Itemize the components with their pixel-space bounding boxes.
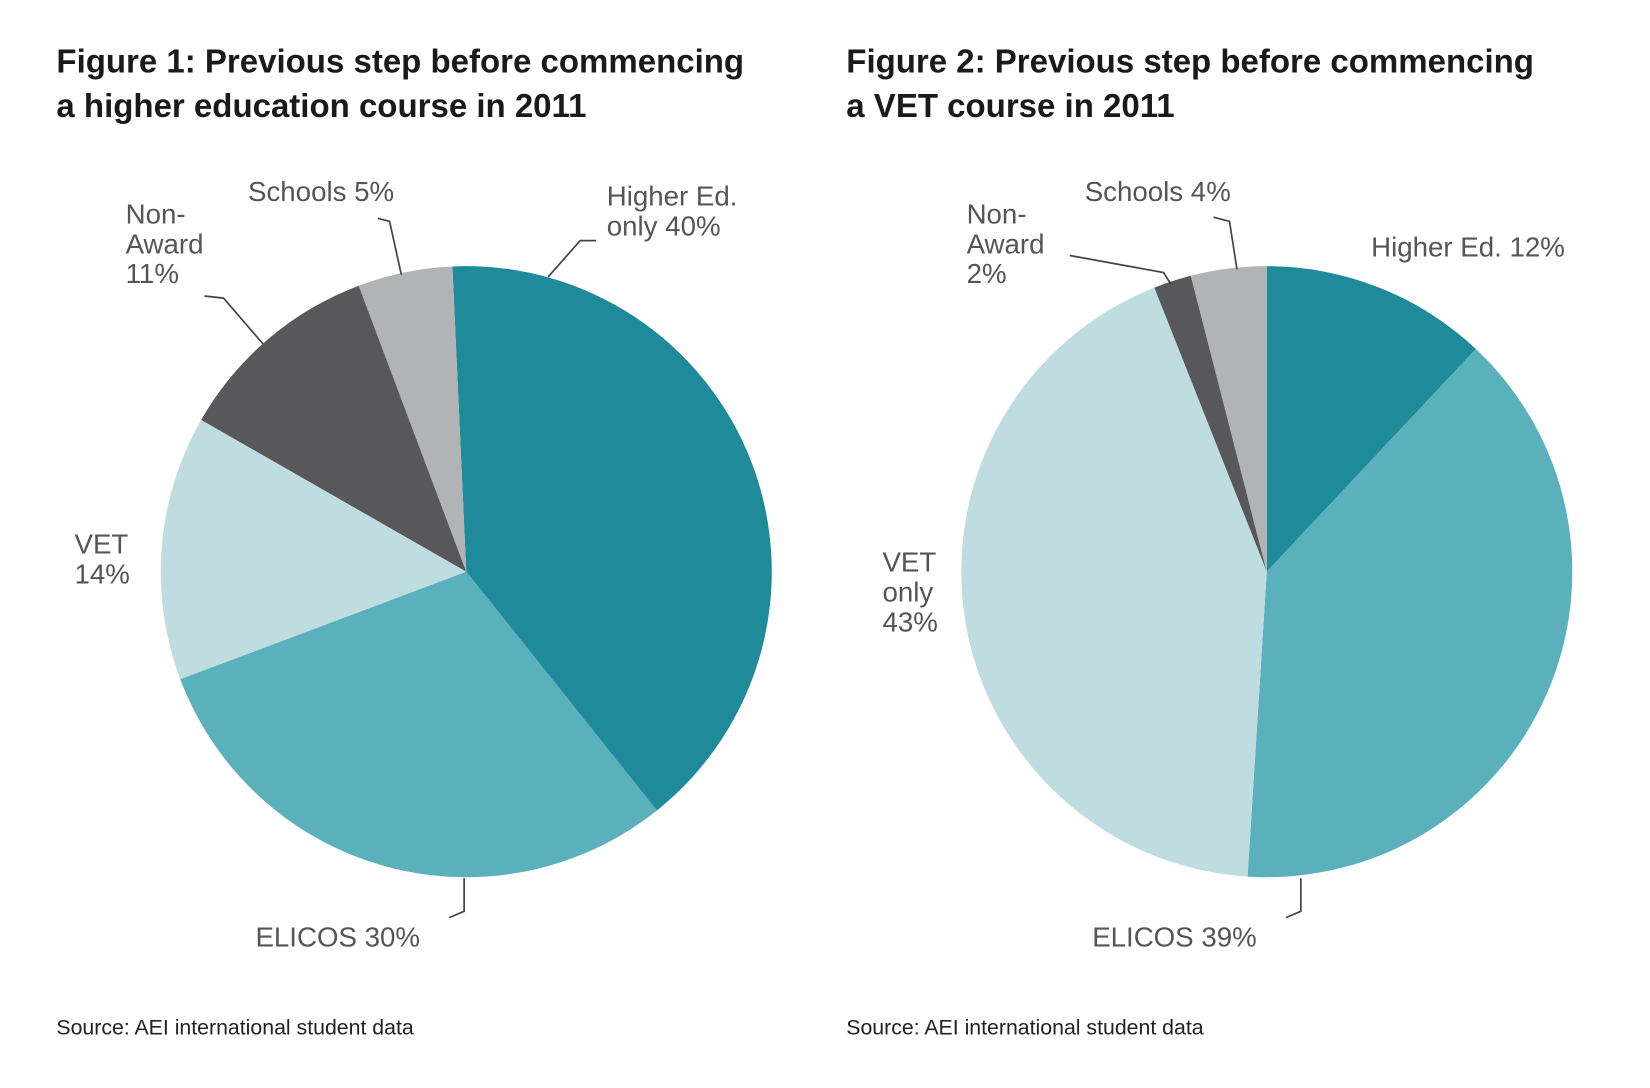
pie-slice-elicos	[1247, 348, 1573, 878]
pie-1	[160, 266, 772, 878]
pie-slice-schools	[358, 266, 467, 572]
pie-slice-higher-ed	[452, 266, 772, 811]
figure-1-source: Source: AEI international student data	[56, 1016, 413, 1040]
label-higher-ed: Higher Ed. only 40%	[607, 180, 738, 241]
leader-elicos	[1285, 878, 1302, 919]
label-schools: Schools 5%	[248, 176, 394, 207]
label-non-award: Non-Award 2%	[967, 199, 1045, 290]
figure-2-source: Source: AEI international student data	[846, 1016, 1203, 1040]
label-non-award: Non-Award 11%	[126, 199, 204, 290]
label-elicos: ELICOS 39%	[1092, 921, 1256, 952]
pie-2	[961, 266, 1573, 878]
label-vet: VET only 43%	[882, 547, 937, 638]
label-vet: VET 14%	[75, 529, 130, 590]
pie-slice-elicos	[180, 571, 657, 878]
label-elicos: ELICOS 30%	[255, 921, 419, 952]
figure-2-title-line2: a VET course in 2011	[846, 87, 1174, 124]
figure-2: Figure 2: Previous step before commencin…	[846, 42, 1573, 1040]
figure-2-title-line1: Figure 2: Previous step before commencin…	[846, 42, 1534, 79]
pie-slice-vet	[160, 419, 467, 680]
pie-slice-vet	[961, 287, 1267, 877]
leader-higher-ed	[547, 239, 597, 278]
leader-non-award	[204, 295, 264, 345]
pie-slice-non-award	[1154, 275, 1267, 572]
leader-schools	[377, 217, 403, 275]
leader-non-award	[1069, 254, 1172, 285]
leader-schools	[1213, 216, 1238, 270]
figure-1-title-line1: Figure 1: Previous step before commencin…	[56, 42, 744, 79]
figure-1: Figure 1: Previous step before commencin…	[56, 42, 772, 1040]
leader-elicos	[448, 878, 465, 919]
figure-1-title-line2: a higher education course in 2011	[56, 87, 586, 124]
label-schools: Schools 4%	[1085, 176, 1231, 207]
label-higher-ed: Higher Ed. 12%	[1371, 232, 1565, 263]
pie-slice-higher-ed	[1266, 266, 1476, 572]
pie-slice-non-award	[201, 285, 467, 572]
pie-slice-schools	[1190, 266, 1267, 572]
